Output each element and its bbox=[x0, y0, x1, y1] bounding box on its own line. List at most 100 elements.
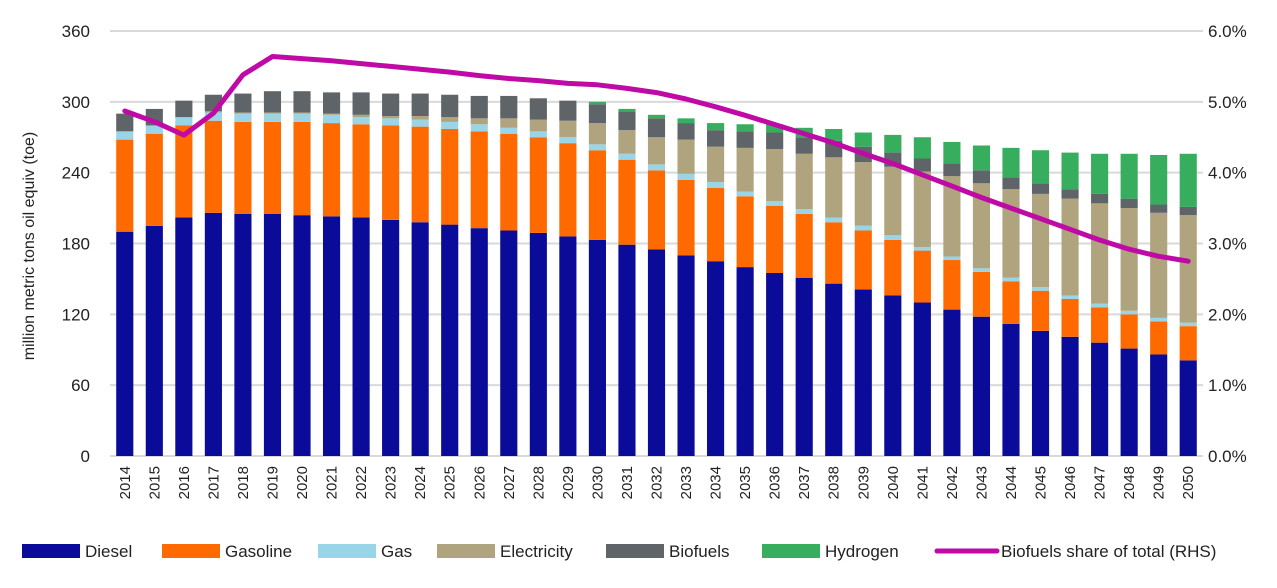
x-tick-label: 2030 bbox=[589, 466, 606, 499]
bar-diesel-2025 bbox=[441, 224, 459, 456]
x-tick-label: 2025 bbox=[442, 466, 459, 499]
bar-gasoline-2036 bbox=[766, 205, 784, 274]
bar-gas-2027 bbox=[500, 127, 518, 134]
bar-gas-2050 bbox=[1179, 322, 1197, 327]
y2-tick-label: 2.0% bbox=[1208, 305, 1247, 324]
legend-label-electricity: Electricity bbox=[500, 542, 573, 561]
bar-diesel-2026 bbox=[470, 228, 488, 456]
bar-gas-2043 bbox=[972, 268, 991, 272]
bar-gas-2032 bbox=[647, 164, 666, 171]
bar-biofuels-2034 bbox=[707, 130, 725, 147]
bar-electricity-2028 bbox=[529, 119, 547, 132]
bar-gas-2049 bbox=[1150, 317, 1168, 322]
y-tick-label: 360 bbox=[62, 22, 90, 41]
bar-electricity-2045 bbox=[1031, 193, 1050, 288]
bar-electricity-2048 bbox=[1120, 208, 1138, 311]
bar-biofuels-2043 bbox=[972, 170, 991, 184]
bar-electricity-2018 bbox=[234, 112, 252, 114]
bar-biofuels-2031 bbox=[618, 111, 636, 131]
bar-hydrogen-2034 bbox=[707, 123, 725, 131]
bar-diesel-2014 bbox=[116, 231, 134, 456]
bar-gas-2033 bbox=[677, 173, 695, 180]
bar-biofuels-2021 bbox=[322, 92, 341, 114]
bar-gasoline-2037 bbox=[795, 213, 813, 278]
x-tick-label: 2045 bbox=[1033, 466, 1050, 499]
bar-diesel-2039 bbox=[854, 289, 872, 456]
bar-biofuels-2020 bbox=[293, 91, 311, 113]
bar-gasoline-2033 bbox=[677, 179, 695, 256]
bar-biofuels-2019 bbox=[263, 91, 282, 113]
bar-electricity-2021 bbox=[322, 113, 341, 115]
bar-electricity-2027 bbox=[500, 118, 518, 128]
bar-electricity-2041 bbox=[913, 171, 931, 248]
bar-diesel-2018 bbox=[234, 213, 252, 456]
bar-electricity-2023 bbox=[382, 116, 400, 119]
legend-swatch-gasoline bbox=[162, 544, 220, 558]
bar-diesel-2015 bbox=[145, 225, 163, 456]
x-tick-label: 2028 bbox=[530, 466, 547, 499]
x-tick-label: 2029 bbox=[560, 466, 577, 499]
bar-biofuels-2037 bbox=[795, 137, 813, 154]
x-tick-label: 2026 bbox=[471, 466, 488, 499]
x-tick-label: 2038 bbox=[826, 466, 843, 499]
bar-hydrogen-2038 bbox=[825, 128, 843, 141]
bar-gas-2029 bbox=[559, 137, 577, 144]
bar-diesel-2041 bbox=[913, 302, 931, 456]
x-tick-label: 2036 bbox=[767, 466, 784, 499]
bar-gas-2026 bbox=[470, 124, 488, 132]
x-tick-label: 2041 bbox=[914, 466, 931, 499]
bar-gasoline-2016 bbox=[175, 125, 193, 218]
bar-electricity-2049 bbox=[1150, 212, 1168, 318]
bar-gas-2021 bbox=[322, 114, 341, 124]
bar-electricity-2050 bbox=[1179, 215, 1197, 323]
bar-electricity-2019 bbox=[263, 112, 282, 114]
bar-diesel-2024 bbox=[411, 222, 429, 456]
y2-tick-label: 6.0% bbox=[1208, 22, 1247, 41]
bar-gasoline-2049 bbox=[1150, 321, 1168, 355]
bar-gas-2028 bbox=[529, 131, 547, 138]
x-tick-label: 2033 bbox=[678, 466, 695, 499]
y2-tick-label: 5.0% bbox=[1208, 93, 1247, 112]
bar-gas-2044 bbox=[1002, 277, 1020, 282]
bar-gas-2022 bbox=[352, 117, 370, 125]
bar-biofuels-2049 bbox=[1150, 204, 1168, 213]
bar-biofuels-2030 bbox=[588, 104, 606, 124]
bar-diesel-2040 bbox=[884, 295, 902, 456]
bar-diesel-2021 bbox=[322, 216, 341, 456]
bar-hydrogen-2048 bbox=[1120, 153, 1138, 199]
bar-electricity-2034 bbox=[707, 146, 725, 183]
legend-swatch-gas bbox=[318, 544, 376, 558]
bar-gas-2015 bbox=[145, 125, 163, 134]
bar-electricity-2036 bbox=[766, 149, 784, 201]
x-tick-label: 2017 bbox=[205, 466, 222, 499]
y-axis-right: 0.0% 1.0% 2.0% 3.0% 4.0% 5.0% 6.0% bbox=[1208, 22, 1247, 466]
bar-gas-2036 bbox=[766, 201, 784, 206]
bar-electricity-2046 bbox=[1061, 198, 1079, 296]
bar-diesel-2035 bbox=[736, 267, 754, 456]
bar-hydrogen-2044 bbox=[1002, 147, 1020, 178]
bar-biofuels-2027 bbox=[500, 95, 518, 119]
bar-hydrogen-2032 bbox=[647, 114, 666, 119]
bar-gas-2041 bbox=[913, 247, 931, 251]
legend-swatch-biofuels bbox=[606, 544, 664, 558]
bar-gas-2045 bbox=[1031, 287, 1050, 291]
bar-hydrogen-2050 bbox=[1179, 153, 1197, 207]
legend-swatch-diesel bbox=[22, 544, 80, 558]
legend-label-hydrogen: Hydrogen bbox=[825, 542, 899, 561]
bar-electricity-2031 bbox=[618, 130, 636, 154]
x-tick-label: 2021 bbox=[324, 466, 341, 499]
bars bbox=[116, 91, 1197, 456]
bar-gasoline-2017 bbox=[204, 120, 222, 213]
bar-diesel-2038 bbox=[825, 283, 843, 456]
bar-diesel-2042 bbox=[943, 309, 961, 456]
bar-hydrogen-2036 bbox=[766, 124, 784, 133]
bar-diesel-2047 bbox=[1091, 342, 1109, 456]
bar-electricity-2026 bbox=[470, 118, 488, 125]
bar-electricity-2033 bbox=[677, 139, 695, 174]
y-tick-label: 240 bbox=[62, 164, 90, 183]
bar-diesel-2019 bbox=[263, 213, 282, 456]
legend-label-share-line: Biofuels share of total (RHS) bbox=[1001, 542, 1216, 561]
bar-diesel-2048 bbox=[1120, 348, 1138, 456]
bar-diesel-2037 bbox=[795, 277, 813, 456]
